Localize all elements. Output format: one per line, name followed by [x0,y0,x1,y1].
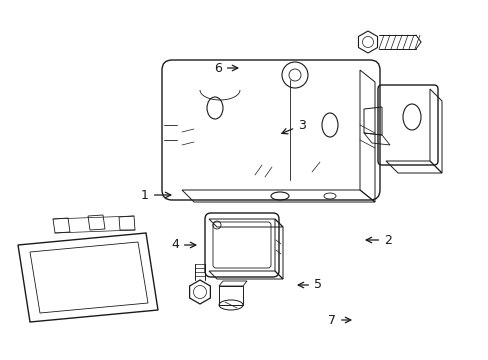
Text: 5: 5 [298,279,321,292]
Text: 2: 2 [366,234,391,247]
Text: 1: 1 [141,189,170,202]
Text: 7: 7 [327,314,350,327]
Text: 4: 4 [171,239,195,252]
Text: 3: 3 [281,118,305,134]
Text: 6: 6 [214,62,237,75]
